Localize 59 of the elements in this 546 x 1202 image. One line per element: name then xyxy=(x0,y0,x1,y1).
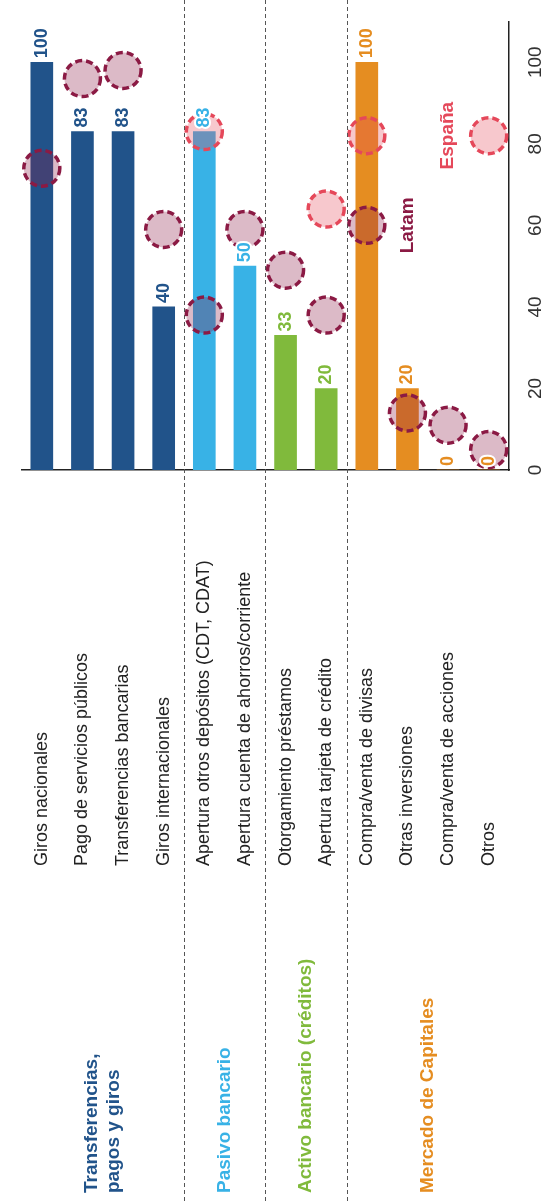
bar xyxy=(192,131,216,470)
x-tick-label: Compra/venta de acciones xyxy=(437,651,458,866)
data-label: 20 xyxy=(396,364,417,385)
data-label: 83 xyxy=(193,107,214,128)
bar xyxy=(355,61,379,470)
y-tick-label: 40 xyxy=(524,296,546,318)
data-label: 0 xyxy=(477,455,498,466)
data-label: 83 xyxy=(71,107,92,128)
x-tick-label: Apertura otros depósitos (CDT, CDAT) xyxy=(193,560,214,866)
bar xyxy=(233,265,257,470)
y-tick-label: 60 xyxy=(524,214,546,236)
y-tick-label: 100 xyxy=(524,46,546,79)
point xyxy=(428,405,468,445)
x-tick-label: Pago de servicios públicos xyxy=(71,652,92,866)
text: Transferencias, pagos y giros xyxy=(79,1053,123,1193)
data-label: 20 xyxy=(315,364,336,385)
y-tick-label: 20 xyxy=(524,377,546,400)
data-label: 33 xyxy=(274,311,295,332)
text: Latam xyxy=(395,197,417,254)
data-label: 40 xyxy=(152,282,173,303)
data-label: 83 xyxy=(112,107,133,128)
point xyxy=(143,209,184,250)
x-tick-label: Apertura tarjeta de crédito xyxy=(315,657,336,866)
point xyxy=(184,295,225,335)
y-tick-label: 0 xyxy=(524,464,546,476)
data-label: 100 xyxy=(355,28,376,59)
point xyxy=(62,58,103,99)
point xyxy=(306,295,346,335)
point xyxy=(347,205,387,246)
text: Pasivo bancario xyxy=(212,1047,234,1193)
point xyxy=(468,115,509,156)
x-tick-label: Transferencias bancarias xyxy=(112,664,133,866)
x-tick-label: Giros internacionales xyxy=(152,696,173,866)
data-label: 0 xyxy=(437,455,458,466)
text: Mercado de Capitales xyxy=(415,997,437,1193)
data-label: 100 xyxy=(30,28,51,59)
bar xyxy=(152,306,176,470)
bar xyxy=(314,388,338,470)
point xyxy=(103,50,143,91)
point xyxy=(387,393,428,433)
x-tick-label: Otorgamiento préstamos xyxy=(274,667,295,866)
data-label: 50 xyxy=(233,242,254,263)
bar xyxy=(71,131,94,470)
text: España xyxy=(436,101,458,170)
x-tick-label: Giros nacionales xyxy=(30,731,51,866)
text: Activo bancario (créditos) xyxy=(294,958,316,1193)
point xyxy=(347,115,387,156)
x-tick-label: Compra/venta de divisas xyxy=(355,667,376,866)
y-tick-label: 80 xyxy=(524,133,546,155)
x-tick-label: Apertura cuenta de ahorros/corriente xyxy=(233,571,254,866)
bar xyxy=(30,61,54,470)
point xyxy=(22,148,62,189)
bar xyxy=(274,335,297,470)
point xyxy=(265,250,306,290)
x-tick-label: Otras inversiones xyxy=(396,725,417,866)
point xyxy=(306,189,346,229)
bar xyxy=(396,388,419,470)
x-tick-label: Otros xyxy=(477,821,498,866)
bar xyxy=(111,131,135,470)
